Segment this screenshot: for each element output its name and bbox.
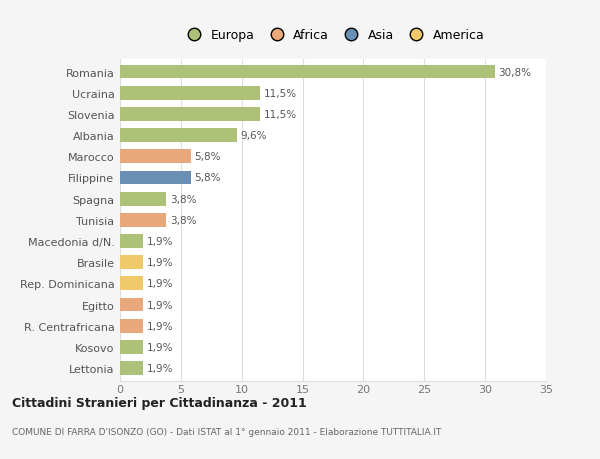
Text: 1,9%: 1,9% xyxy=(147,363,173,373)
Bar xyxy=(120,340,143,354)
Bar xyxy=(120,66,495,79)
Bar xyxy=(120,192,166,206)
Bar xyxy=(120,108,260,122)
Text: 1,9%: 1,9% xyxy=(147,300,173,310)
Text: 3,8%: 3,8% xyxy=(170,194,196,204)
Text: 1,9%: 1,9% xyxy=(147,279,173,289)
Text: 1,9%: 1,9% xyxy=(147,342,173,352)
Bar xyxy=(120,319,143,333)
Text: 30,8%: 30,8% xyxy=(499,67,532,78)
Text: 11,5%: 11,5% xyxy=(263,89,297,99)
Bar xyxy=(120,235,143,248)
Text: 1,9%: 1,9% xyxy=(147,236,173,246)
Bar xyxy=(120,298,143,312)
Text: 1,9%: 1,9% xyxy=(147,321,173,331)
Bar xyxy=(120,277,143,291)
Text: Cittadini Stranieri per Cittadinanza - 2011: Cittadini Stranieri per Cittadinanza - 2… xyxy=(12,396,307,409)
Bar xyxy=(120,361,143,375)
Bar xyxy=(120,87,260,101)
Text: 11,5%: 11,5% xyxy=(263,110,297,120)
Text: 3,8%: 3,8% xyxy=(170,215,196,225)
Text: 9,6%: 9,6% xyxy=(241,131,267,141)
Bar xyxy=(120,129,237,143)
Text: COMUNE DI FARRA D'ISONZO (GO) - Dati ISTAT al 1° gennaio 2011 - Elaborazione TUT: COMUNE DI FARRA D'ISONZO (GO) - Dati IST… xyxy=(12,427,442,436)
Text: 5,8%: 5,8% xyxy=(194,173,221,183)
Bar xyxy=(120,256,143,269)
Text: 1,9%: 1,9% xyxy=(147,257,173,268)
Bar xyxy=(120,171,191,185)
Text: 5,8%: 5,8% xyxy=(194,152,221,162)
Bar xyxy=(120,213,166,227)
Legend: Europa, Africa, Asia, America: Europa, Africa, Asia, America xyxy=(176,24,490,47)
Bar xyxy=(120,150,191,164)
